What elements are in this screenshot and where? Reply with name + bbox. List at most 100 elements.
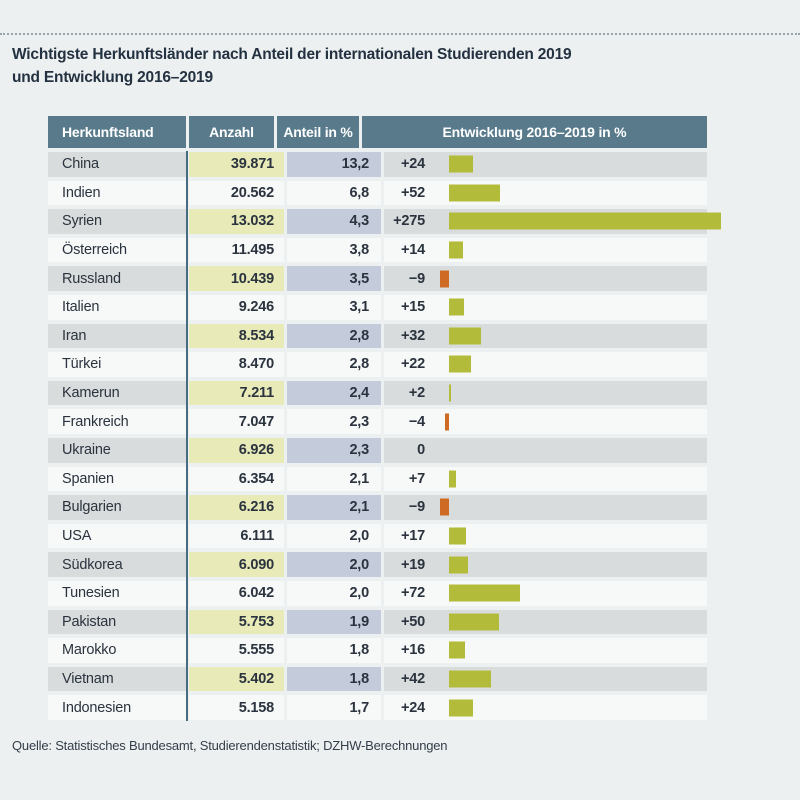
table-row: Italien 9.246 3,1 +15 (48, 293, 707, 322)
anzahl-cell-text: 6.216 (238, 499, 274, 516)
entwicklung-cell: +17 (384, 523, 707, 549)
anteil-cell: 1,7 (287, 695, 381, 720)
anzahl-cell: 10.439 (189, 266, 284, 291)
anteil-cell-text: 1,8 (349, 670, 369, 687)
table-row: Südkorea 6.090 2,0 +19 (48, 550, 707, 579)
header-herkunftsland: Herkunftsland (48, 116, 186, 148)
entwicklung-cell: +24 (384, 695, 707, 720)
entwicklung-value: +22 (401, 356, 425, 373)
table-row: Vietnam 5.402 1,8 +42 (48, 665, 707, 694)
anzahl-cell-text: 6.042 (238, 585, 274, 602)
chart-title-line2: und Entwicklung 2016–2019 (12, 69, 213, 86)
country-cell: Türkei (48, 352, 186, 377)
anteil-cell-text: 1,8 (349, 642, 369, 659)
entwicklung-cell: +7 (384, 466, 707, 492)
anteil-cell: 1,8 (287, 666, 381, 692)
positive-growth-bar (449, 355, 471, 373)
anteil-cell-text: 3,5 (349, 270, 369, 287)
data-table: Herkunftsland Anzahl Anteil in % Entwick… (48, 116, 722, 722)
anteil-cell: 6,8 (287, 180, 381, 206)
country-cell-text: China (62, 156, 99, 173)
anteil-cell: 2,0 (287, 552, 381, 577)
anteil-cell: 3,5 (287, 266, 381, 291)
entwicklung-value: −4 (408, 413, 425, 430)
anzahl-cell-text: 7.047 (238, 413, 274, 430)
anteil-cell: 3,1 (287, 294, 381, 320)
chart-title-line1: Wichtigste Herkunftsländer nach Anteil d… (12, 46, 572, 63)
anzahl-cell: 8.470 (189, 352, 284, 377)
entwicklung-value: +2 (408, 385, 425, 402)
anteil-cell-text: 2,0 (349, 528, 369, 545)
table-row: Russland 10.439 3,5 −9 (48, 264, 707, 293)
entwicklung-value: +52 (401, 184, 425, 201)
anteil-cell-text: 2,4 (349, 385, 369, 402)
positive-growth-bar (449, 184, 501, 202)
header-anzahl: Anzahl (189, 116, 274, 148)
table-row: Iran 8.534 2,8 +32 (48, 322, 707, 351)
anteil-cell-text: 2,3 (349, 413, 369, 430)
table-row: China 39.871 13,2 +24 (48, 150, 707, 179)
anzahl-cell-text: 6.926 (238, 442, 274, 459)
entwicklung-value: +14 (401, 242, 425, 259)
entwicklung-cell: +24 (384, 152, 707, 177)
entwicklung-value: +72 (401, 585, 425, 602)
anzahl-cell-text: 7.211 (239, 385, 275, 402)
country-cell-text: Tunesien (62, 585, 120, 602)
anzahl-cell-text: 6.111 (240, 528, 274, 545)
country-cell: Kamerun (48, 380, 186, 406)
anzahl-cell-text: 5.158 (238, 699, 274, 716)
country-cell-text: Russland (62, 270, 121, 287)
anzahl-cell: 5.158 (189, 695, 284, 720)
country-cell: Russland (48, 266, 186, 291)
positive-growth-bar (449, 670, 491, 688)
anteil-cell: 13,2 (287, 152, 381, 177)
entwicklung-cell: +19 (384, 552, 707, 577)
anzahl-cell-text: 39.871 (230, 156, 274, 173)
country-cell-text: Spanien (62, 470, 114, 487)
anzahl-cell-text: 9.246 (238, 299, 274, 316)
anteil-cell-text: 2,1 (349, 499, 369, 516)
table-header-row: Herkunftsland Anzahl Anteil in % Entwick… (48, 116, 707, 148)
positive-growth-bar (449, 527, 466, 545)
anteil-cell: 4,3 (287, 209, 381, 234)
table-row: Kamerun 7.211 2,4 +2 (48, 379, 707, 408)
anzahl-cell: 20.562 (189, 180, 284, 206)
entwicklung-cell: +42 (384, 666, 707, 692)
entwicklung-value: +275 (393, 213, 425, 230)
anteil-cell: 1,9 (287, 609, 381, 635)
entwicklung-value: +24 (401, 699, 425, 716)
negative-growth-bar (440, 498, 449, 516)
country-cell: Iran (48, 323, 186, 349)
entwicklung-value: +7 (408, 470, 425, 487)
positive-growth-bar (449, 641, 465, 659)
entwicklung-cell: +52 (384, 180, 707, 206)
country-cell-text: Frankreich (62, 413, 129, 430)
country-cell-text: Vietnam (62, 670, 114, 687)
positive-growth-bar (449, 584, 521, 602)
negative-growth-bar (445, 413, 449, 431)
table-row: Österreich 11.495 3,8 +14 (48, 236, 707, 265)
anteil-cell: 2,1 (287, 466, 381, 492)
entwicklung-cell: +32 (384, 323, 707, 349)
country-cell: Ukraine (48, 437, 186, 463)
anteil-cell: 1,8 (287, 638, 381, 663)
table-row: Spanien 6.354 2,1 +7 (48, 465, 707, 494)
anteil-cell-text: 6,8 (349, 184, 369, 201)
country-cell: Pakistan (48, 609, 186, 635)
country-cell-text: Kamerun (62, 385, 120, 402)
table-row: Ukraine 6.926 2,3 0 (48, 436, 707, 465)
anteil-cell-text: 2,8 (349, 356, 369, 373)
positive-growth-bar (449, 699, 473, 717)
entwicklung-value: +19 (401, 556, 425, 573)
entwicklung-cell: +16 (384, 638, 707, 663)
anzahl-cell: 6.354 (189, 466, 284, 492)
anteil-cell: 2,0 (287, 523, 381, 549)
entwicklung-value: 0 (417, 442, 425, 459)
entwicklung-value: +24 (401, 156, 425, 173)
anzahl-cell: 6.926 (189, 437, 284, 463)
entwicklung-value: −9 (408, 270, 425, 287)
anteil-cell: 2,4 (287, 380, 381, 406)
anzahl-cell: 5.555 (189, 638, 284, 663)
country-cell-text: Türkei (62, 356, 102, 373)
country-cell: Vietnam (48, 666, 186, 692)
